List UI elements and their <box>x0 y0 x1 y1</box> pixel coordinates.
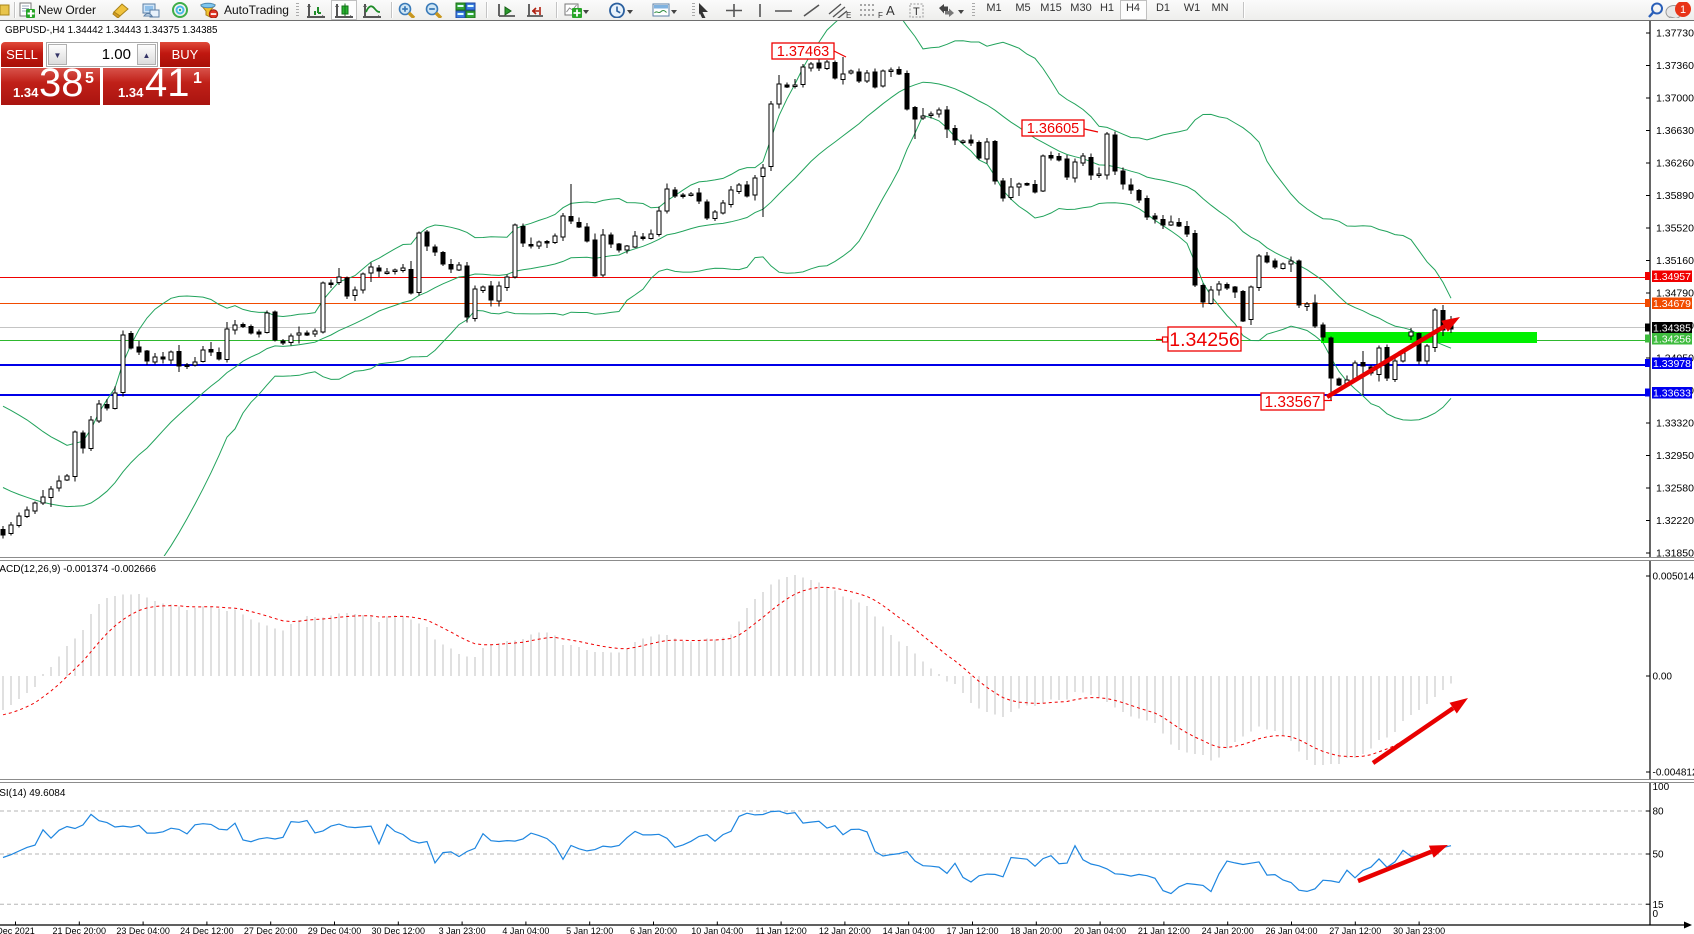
svg-text:1.36630: 1.36630 <box>1656 125 1694 137</box>
svg-text:29 Dec 04:00: 29 Dec 04:00 <box>308 926 362 934</box>
svg-text:T: T <box>913 6 920 18</box>
svg-text:100: 100 <box>1653 782 1670 793</box>
svg-text:1.34256: 1.34256 <box>1169 329 1240 351</box>
svg-text:24 Jan 20:00: 24 Jan 20:00 <box>1202 926 1254 934</box>
svg-text:3 Jan 23:00: 3 Jan 23:00 <box>439 926 486 934</box>
svg-text:1.36260: 1.36260 <box>1656 158 1694 170</box>
svg-text:GBPUSD-,H4 1.34442 1.34443 1.: GBPUSD-,H4 1.34442 1.34443 1.34375 1.343… <box>5 25 218 36</box>
svg-text:27 Jan 12:00: 27 Jan 12:00 <box>1329 926 1381 934</box>
svg-text:24 Dec 12:00: 24 Dec 12:00 <box>180 926 234 934</box>
svg-text:20 Jan 04:00: 20 Jan 04:00 <box>1074 926 1126 934</box>
svg-text:30 Jan 23:00: 30 Jan 23:00 <box>1393 926 1445 934</box>
svg-text:1.36605: 1.36605 <box>1027 121 1079 137</box>
svg-text:MACD(12,26,9) -0.001374 -0.002: MACD(12,26,9) -0.001374 -0.002666 <box>0 564 157 575</box>
svg-text:23 Dec 04:00: 23 Dec 04:00 <box>116 926 170 934</box>
svg-text:80: 80 <box>1653 807 1665 818</box>
svg-text:26 Jan 04:00: 26 Jan 04:00 <box>1265 926 1317 934</box>
svg-text:30 Dec 12:00: 30 Dec 12:00 <box>372 926 426 934</box>
svg-text:1.32950: 1.32950 <box>1656 450 1694 462</box>
svg-text:18 Jan 20:00: 18 Jan 20:00 <box>1010 926 1062 934</box>
svg-text:1: 1 <box>1680 4 1686 16</box>
svg-text:1.37360: 1.37360 <box>1656 60 1694 72</box>
svg-text:Dec 2021: Dec 2021 <box>0 926 35 934</box>
svg-text:E: E <box>846 11 851 18</box>
svg-text:21 Dec 20:00: 21 Dec 20:00 <box>53 926 107 934</box>
svg-text:1.35520: 1.35520 <box>1656 223 1694 235</box>
svg-text:1.37463: 1.37463 <box>777 44 829 60</box>
svg-text:1.37730: 1.37730 <box>1656 28 1694 40</box>
svg-text:1.34679: 1.34679 <box>1653 298 1691 310</box>
svg-text:11 Jan 12:00: 11 Jan 12:00 <box>755 926 806 934</box>
svg-text:4 Jan 04:00: 4 Jan 04:00 <box>502 926 549 934</box>
svg-text:1.33320: 1.33320 <box>1656 418 1694 430</box>
svg-text:1.33978: 1.33978 <box>1653 358 1691 370</box>
svg-text:15: 15 <box>1653 900 1665 911</box>
svg-text:0.00: 0.00 <box>1653 672 1673 683</box>
svg-text:6 Jan 20:00: 6 Jan 20:00 <box>630 926 677 934</box>
svg-text:1.33567: 1.33567 <box>1264 394 1320 411</box>
svg-text:1.35160: 1.35160 <box>1656 255 1694 267</box>
svg-text:F: F <box>878 11 883 18</box>
svg-text:1.34256: 1.34256 <box>1653 333 1691 345</box>
svg-text:1.33633: 1.33633 <box>1653 387 1691 399</box>
svg-text:1.32220: 1.32220 <box>1656 515 1694 527</box>
svg-text:RSI(14) 49.6084: RSI(14) 49.6084 <box>0 788 66 799</box>
svg-text:1.34790: 1.34790 <box>1656 288 1694 300</box>
svg-text:10 Jan 04:00: 10 Jan 04:00 <box>691 926 743 934</box>
svg-text:21 Jan 12:00: 21 Jan 12:00 <box>1138 926 1190 934</box>
svg-text:-0.004812: -0.004812 <box>1653 768 1694 779</box>
svg-text:27 Dec 20:00: 27 Dec 20:00 <box>244 926 298 934</box>
svg-text:1.31850: 1.31850 <box>1656 548 1694 560</box>
svg-text:14 Jan 04:00: 14 Jan 04:00 <box>883 926 935 934</box>
svg-text:0: 0 <box>1653 909 1659 920</box>
svg-text:17 Jan 12:00: 17 Jan 12:00 <box>946 926 998 934</box>
svg-text:0.005014: 0.005014 <box>1653 572 1694 583</box>
svg-text:12 Jan 20:00: 12 Jan 20:00 <box>819 926 871 934</box>
svg-text:1.34385: 1.34385 <box>1653 322 1691 334</box>
svg-text:1.32580: 1.32580 <box>1656 483 1694 495</box>
svg-text:50: 50 <box>1653 850 1665 861</box>
svg-text:1.37000: 1.37000 <box>1656 93 1694 105</box>
svg-text:5 Jan 12:00: 5 Jan 12:00 <box>566 926 613 934</box>
svg-text:1.34957: 1.34957 <box>1653 271 1691 283</box>
svg-text:1.35890: 1.35890 <box>1656 190 1694 202</box>
